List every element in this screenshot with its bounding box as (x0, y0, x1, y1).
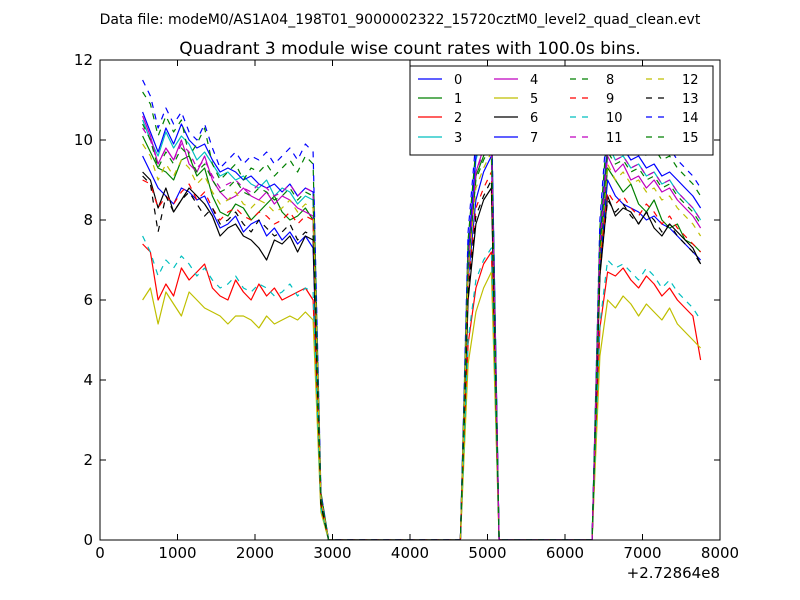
series-line-4 (142, 115, 702, 540)
legend-box (409, 65, 714, 156)
series-line-12 (142, 143, 702, 540)
x-offset-label: +2.72864e8 (627, 564, 720, 582)
legend-label-9: 9 (606, 92, 614, 107)
y-tick-label: 10 (74, 131, 93, 149)
legend-label-12: 12 (682, 73, 699, 88)
series-line-3 (142, 115, 702, 540)
x-tick-label: 5000 (468, 544, 506, 562)
x-tick-label: 2000 (236, 544, 274, 562)
legend-label-5: 5 (530, 92, 538, 107)
legend-label-1: 1 (454, 92, 462, 107)
series-line-9 (142, 171, 702, 540)
legend-label-3: 3 (454, 131, 462, 146)
y-tick-label: 2 (83, 451, 93, 469)
legend-label-2: 2 (454, 111, 462, 126)
chart-title: Quadrant 3 module wise count rates with … (179, 39, 640, 59)
series-line-5 (142, 271, 702, 540)
x-tick-label: 1000 (158, 544, 196, 562)
x-tick-label: 8000 (701, 544, 739, 562)
legend-label-15: 15 (682, 131, 699, 146)
y-tick-label: 6 (83, 291, 93, 309)
series-line-13 (142, 175, 702, 540)
data-file-header: Data file: modeM0/AS1A04_198T01_90000023… (100, 12, 701, 28)
x-tick-label: 6000 (546, 544, 584, 562)
legend-label-7: 7 (530, 131, 538, 146)
series-line-2 (142, 243, 702, 540)
legend-label-11: 11 (606, 131, 623, 146)
x-tick-label: 4000 (391, 544, 429, 562)
series-line-11 (142, 127, 702, 540)
x-tick-label: 7000 (623, 544, 661, 562)
y-tick-label: 8 (83, 211, 93, 229)
series-line-15 (142, 123, 702, 540)
series-line-1 (142, 135, 702, 540)
x-tick-label: 0 (95, 544, 105, 562)
legend-label-14: 14 (682, 111, 699, 126)
y-tick-label: 4 (83, 371, 93, 389)
series-line-6 (142, 171, 702, 540)
y-tick-label: 12 (74, 51, 93, 69)
x-tick-label: 3000 (313, 544, 351, 562)
legend-label-10: 10 (606, 111, 623, 126)
y-tick-label: 0 (83, 531, 93, 549)
legend-label-13: 13 (682, 92, 699, 107)
legend-label-0: 0 (454, 73, 462, 88)
legend-label-8: 8 (606, 73, 614, 88)
legend-label-4: 4 (530, 73, 538, 88)
legend-label-6: 6 (530, 111, 538, 126)
series-line-7 (142, 111, 702, 540)
x-axis: 0 1000 2000 3000 4000 5000 6000 7000 8000 (95, 60, 739, 562)
series-line-10 (142, 235, 702, 540)
